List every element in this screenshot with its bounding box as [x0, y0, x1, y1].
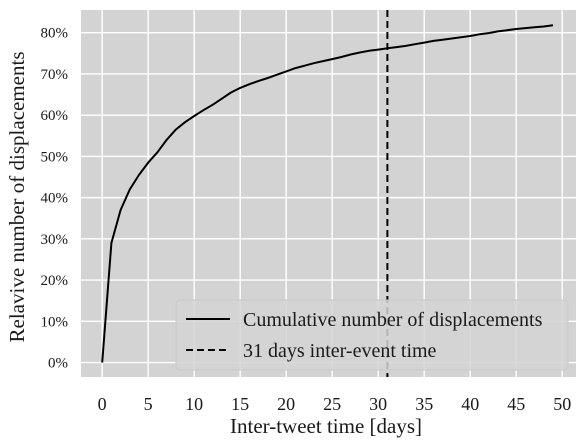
legend-label-cumulative: Cumulative number of displacements — [243, 309, 543, 331]
x-tick-label: 15 — [231, 394, 249, 414]
legend-box — [175, 299, 569, 371]
y-tick-label: 40% — [41, 191, 69, 207]
y-tick-label: 30% — [41, 232, 69, 248]
y-tick-label: 10% — [41, 314, 69, 330]
x-tick-label: 5 — [144, 394, 153, 414]
x-tick-label: 30 — [369, 394, 387, 414]
x-tick-label: 25 — [323, 394, 341, 414]
cumulative-displacements-line — [101, 24, 554, 363]
y-tick-label: 0% — [48, 356, 68, 372]
y-tick-labels: 0% 10% 20% 30% 40% 50% 60% 70% 80% — [41, 26, 69, 372]
x-axis-label: Inter-tweet time [days] — [230, 414, 422, 438]
y-tick-label: 80% — [41, 26, 69, 42]
legend: Cumulative number of displacements 31 da… — [175, 299, 569, 371]
x-tick-label: 50 — [553, 394, 571, 414]
y-tick-label: 60% — [41, 108, 69, 124]
x-tick-label: 45 — [507, 394, 525, 414]
x-tick-labels: 0 5 10 15 20 25 30 35 40 45 50 — [98, 394, 572, 414]
legend-label-threshold: 31 days inter-event time — [243, 340, 437, 362]
y-tick-label: 70% — [41, 67, 69, 83]
x-tick-label: 0 — [98, 394, 107, 414]
y-axis-label: Relavive number of displacements — [5, 52, 29, 343]
x-tick-label: 20 — [277, 394, 295, 414]
x-tick-label: 35 — [415, 394, 433, 414]
y-tick-label: 50% — [41, 149, 69, 165]
y-tick-label: 20% — [41, 273, 69, 289]
x-tick-label: 40 — [461, 394, 479, 414]
x-tick-label: 10 — [185, 394, 203, 414]
series-layer — [101, 10, 554, 377]
